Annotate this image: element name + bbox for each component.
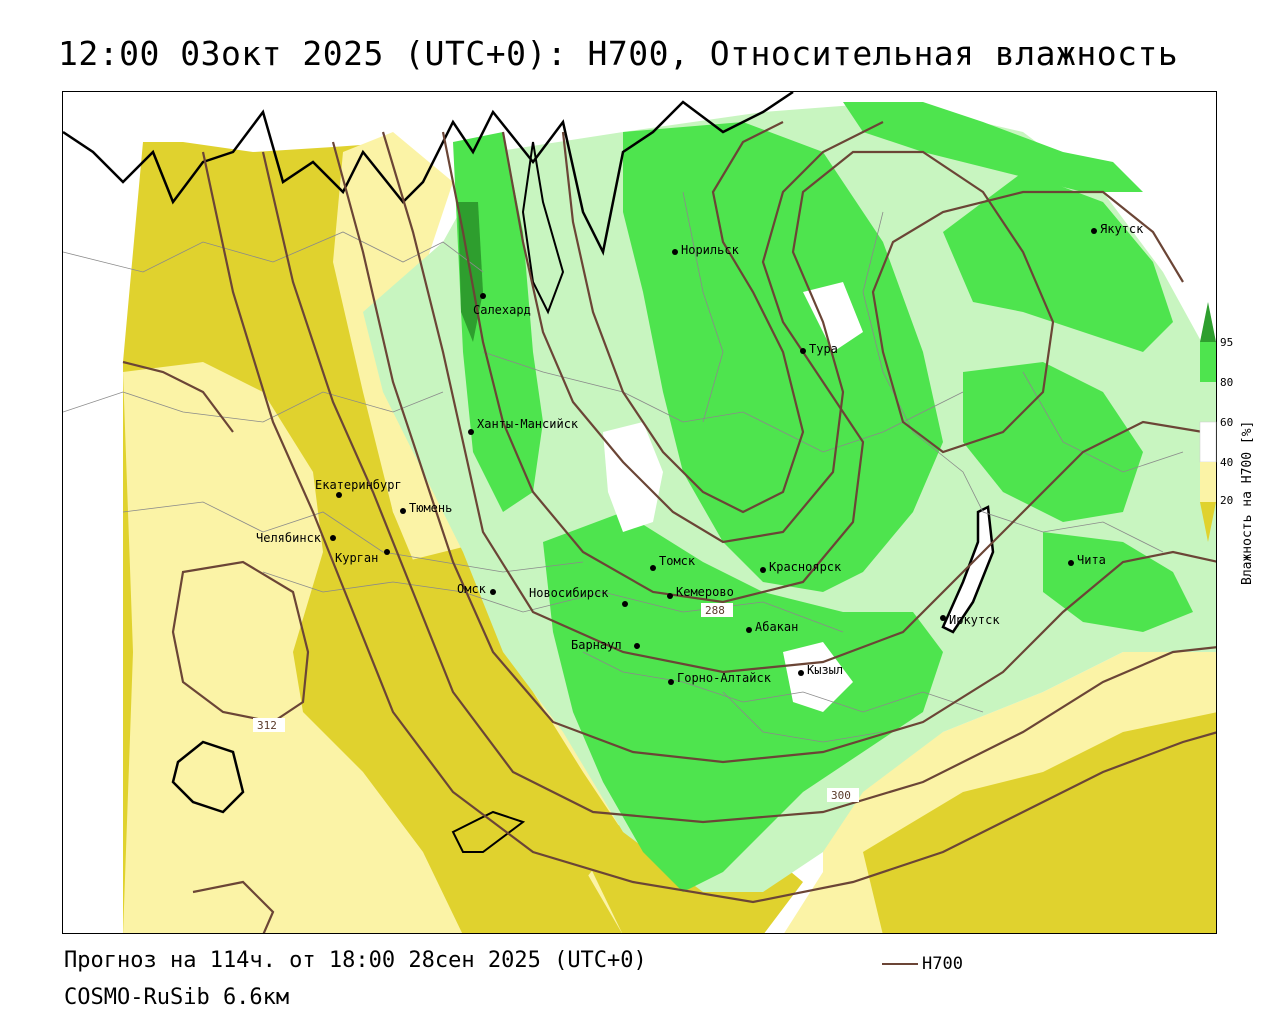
city-dot-barnaul: [634, 643, 640, 649]
city-dot-abakan: [746, 627, 752, 633]
humidity-zone-wet-north-strip: [843, 102, 1143, 192]
city-dot-kemerovo: [667, 593, 673, 599]
city-label-salekhard: Салехард: [473, 303, 531, 317]
city-dot-kurgan: [384, 549, 390, 555]
city-label-tura: Тура: [809, 342, 838, 356]
colorbar-swatch-dry: [1200, 502, 1216, 542]
humidity-zone-very-dry-southeast: [863, 712, 1216, 933]
h700-line-swatch: [882, 963, 918, 965]
city-dot-chelyabinsk: [330, 535, 336, 541]
city-dot-chita: [1068, 560, 1074, 566]
city-dot-tura: [800, 348, 806, 354]
forecast-info: Прогноз на 114ч. от 18:00 28сен 2025 (UT…: [64, 948, 647, 973]
caspian-fragment: [451, 810, 526, 853]
contour-label-box-300: [827, 788, 859, 802]
colorbar-swatch-60-40: [1199, 421, 1217, 463]
city-label-irkutsk: Иркутск: [949, 613, 1000, 627]
city-markers: Норильск Салехард Якутск Тура Ханты-Манс…: [256, 222, 1144, 685]
city-label-barnaul: Барнаул: [571, 638, 622, 652]
city-dot-irkutsk: [940, 615, 946, 621]
city-label-tyumen: Тюмень: [409, 501, 452, 515]
colorbar-tick-20: 20: [1220, 494, 1234, 507]
city-label-tomsk: Томск: [659, 554, 696, 568]
map-canvas: 312 288 300 Норильск Салехард Якутск Тур…: [63, 92, 1216, 933]
humidity-colorbar: 95 80 60 40 20: [1198, 300, 1278, 600]
city-label-ekaterinburg: Екатеринбург: [315, 478, 402, 492]
city-label-abakan: Абакан: [755, 620, 798, 634]
model-name: COSMO-RuSib 6.6км: [64, 985, 290, 1010]
city-label-gorno-altaysk: Горно-Алтайск: [677, 671, 772, 685]
city-label-kemerovo: Кемерово: [676, 585, 734, 599]
arctic-coastline: [63, 92, 794, 256]
city-label-chelyabinsk: Челябинск: [256, 531, 322, 545]
city-label-khanty-mansiysk: Ханты-Мансийск: [477, 417, 579, 431]
city-dot-norilsk: [672, 249, 678, 255]
city-label-norilsk: Норильск: [681, 243, 740, 257]
h700-line-legend: H700: [882, 954, 963, 974]
colorbar-swatches: [1199, 302, 1217, 542]
colorbar-swatch-saturated: [1200, 302, 1216, 342]
humidity-zone-gap-2: [783, 642, 853, 712]
colorbar-swatch-80-60: [1200, 382, 1216, 422]
city-dot-gorno-altaysk: [668, 679, 674, 685]
colorbar-title: Влажность на H700 [%]: [1240, 420, 1255, 585]
h700-line-label: H700: [922, 954, 963, 974]
city-label-omsk: Омск: [457, 582, 487, 596]
city-dot-ekaterinburg: [336, 492, 342, 498]
city-dot-tyumen: [400, 508, 406, 514]
city-label-novosibirsk: Новосибирск: [529, 586, 609, 600]
colorbar-tick-40: 40: [1220, 456, 1234, 469]
colorbar-swatch-40-20: [1200, 462, 1216, 502]
yamal-coast: [521, 141, 565, 315]
colorbar-tick-95: 95: [1220, 336, 1234, 349]
city-label-chita: Чита: [1077, 553, 1106, 567]
contour-label-288: 288: [705, 604, 725, 617]
humidity-zone-wet-southeast: [1043, 532, 1193, 632]
crimea-outline: [171, 740, 245, 814]
contour-label-box-312: [253, 718, 285, 732]
colorbar-swatch-95-80: [1200, 342, 1216, 382]
city-label-yakutsk: Якутск: [1100, 222, 1144, 236]
city-dot-yakutsk: [1091, 228, 1097, 234]
city-dot-khanty-mansiysk: [468, 429, 474, 435]
city-label-kurgan: Курган: [335, 551, 378, 565]
city-dot-tomsk: [650, 565, 656, 571]
h700-contours: [122, 121, 1216, 933]
contour-label-box-288: [701, 603, 733, 617]
city-dot-krasnoyarsk: [760, 567, 766, 573]
city-dot-salekhard: [480, 293, 486, 299]
contour-label-300: 300: [831, 789, 851, 802]
city-label-krasnoyarsk: Красноярск: [769, 560, 842, 574]
city-dot-omsk: [490, 589, 496, 595]
humidity-zone-gap-1: [603, 422, 663, 532]
map-panel: 312 288 300 Норильск Салехард Якутск Тур…: [62, 91, 1217, 934]
colorbar-tick-60: 60: [1220, 416, 1234, 429]
humidity-zone-very-dry-center: [403, 542, 623, 882]
city-dot-novosibirsk: [622, 601, 628, 607]
map-title: 12:00 03окт 2025 (UTC+0): H700, Относите…: [58, 34, 1179, 73]
city-dot-kyzyl: [798, 670, 804, 676]
baikal-lake: [941, 505, 995, 634]
humidity-zone-wet-central: [623, 122, 943, 592]
colorbar-tick-80: 80: [1220, 376, 1234, 389]
contour-label-312: 312: [257, 719, 277, 732]
city-label-kyzyl: Кызыл: [807, 663, 843, 677]
humidity-zone-wet-siberia: [963, 362, 1143, 522]
humidity-zone-gap-3: [803, 282, 863, 352]
